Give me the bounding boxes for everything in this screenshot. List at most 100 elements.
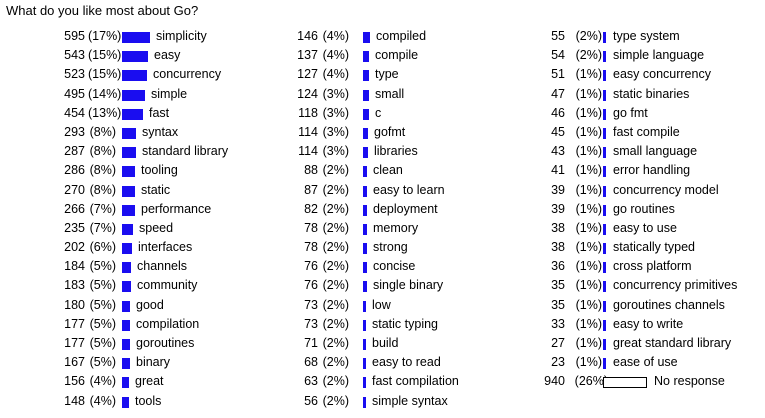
bar-row: 56 (2%) simple syntax <box>255 392 530 411</box>
bar <box>122 70 147 82</box>
bar-row: 495 (14%) simple <box>0 85 255 104</box>
bar-label: c <box>375 105 382 120</box>
bar-row: 76 (2%) single binary <box>255 276 530 295</box>
count-label: 543 <box>64 48 85 63</box>
bar-label: compilation <box>136 316 200 331</box>
bar-label: concurrency <box>153 67 222 82</box>
bar-row: 38 (1%) statically typed <box>505 238 765 257</box>
count-label: 114 <box>298 124 318 139</box>
count-label: 183 <box>64 278 85 293</box>
percent-label: (5%) <box>89 278 116 293</box>
count-label: 940 <box>544 374 565 389</box>
bar-row: 73 (2%) low <box>255 296 530 315</box>
count-label: 38 <box>551 240 565 255</box>
percent-label: (4%) <box>89 393 116 408</box>
percent-label: (15%) <box>88 67 122 82</box>
percent-label: (5%) <box>89 336 116 350</box>
bar <box>603 89 606 101</box>
bar <box>122 339 130 350</box>
count-label: 38 <box>551 220 565 235</box>
bar-label: fast compilation <box>372 374 459 389</box>
bar <box>603 358 606 370</box>
percent-label: (2%) <box>322 374 349 389</box>
bar-row: 595 (17%) simplicity <box>0 27 255 46</box>
count-label: 73 <box>304 316 318 331</box>
percent-label: (7%) <box>89 201 116 216</box>
count-label: 54 <box>551 48 565 63</box>
bar <box>122 147 136 159</box>
bar-row: 286 (8%) tooling <box>0 161 255 180</box>
bar <box>122 319 130 331</box>
bar-label: ease of use <box>613 355 678 370</box>
bar-label: interfaces <box>138 240 193 255</box>
bar <box>603 108 606 120</box>
bar-row: 47 (1%) static binaries <box>505 85 765 104</box>
percent-label: (4%) <box>322 48 349 63</box>
chart-title: What do you like most about Go? <box>6 3 199 18</box>
bar-row: 27 (1%) great standard library <box>505 334 765 353</box>
percent-label: (2%) <box>575 48 602 63</box>
percent-label: (4%) <box>322 29 349 43</box>
bar-label: goroutines <box>136 336 195 350</box>
bar-row: 454 (13%) fast <box>0 104 255 123</box>
percent-label: (2%) <box>322 355 349 370</box>
bar <box>603 51 606 63</box>
percent-label: (1%) <box>575 278 602 293</box>
bar-label: easy to write <box>613 316 684 331</box>
bar <box>603 185 606 197</box>
count-label: 87 <box>304 182 318 197</box>
bar-row: 35 (1%) goroutines channels <box>505 296 765 315</box>
percent-label: (5%) <box>89 355 116 370</box>
percent-label: (8%) <box>89 124 116 139</box>
bar-row: 177 (5%) goroutines <box>0 334 255 353</box>
percent-label: (1%) <box>575 86 602 101</box>
bar-label: easy to use <box>613 220 677 235</box>
bar <box>363 319 366 331</box>
bar <box>122 51 148 63</box>
count-label: 167 <box>64 355 85 370</box>
count-label: 39 <box>551 182 565 197</box>
bar-row: 63 (2%) fast compilation <box>255 372 530 391</box>
count-label: 45 <box>551 124 565 139</box>
bar <box>603 300 606 312</box>
bar <box>603 204 606 216</box>
count-label: 35 <box>551 278 565 293</box>
bar-row: 177 (5%) compilation <box>0 315 255 334</box>
percent-label: (1%) <box>575 355 602 370</box>
bar <box>363 147 368 159</box>
bar-row: 36 (1%) cross platform <box>505 257 765 276</box>
bar-row: 127 (4%) type <box>255 65 530 84</box>
bar-row: 146 (4%) compiled <box>255 27 530 46</box>
percent-label: (1%) <box>575 67 602 82</box>
bar <box>363 339 366 350</box>
bar-row: 543 (15%) easy <box>0 46 255 65</box>
bar <box>603 32 606 43</box>
bar-row: 270 (8%) static <box>0 181 255 200</box>
percent-label: (14%) <box>88 86 122 101</box>
bar <box>122 166 135 178</box>
bar-label: easy to learn <box>373 182 445 197</box>
bar-label: concurrency primitives <box>613 278 738 293</box>
bar-label: simple syntax <box>372 393 448 408</box>
bar-label: clean <box>373 163 403 178</box>
count-label: 180 <box>64 297 85 312</box>
bar-row: 46 (1%) go fmt <box>505 104 765 123</box>
bar-row: 287 (8%) standard library <box>0 142 255 161</box>
bar-label: small <box>375 86 405 101</box>
percent-label: (1%) <box>575 163 602 178</box>
bar-row: 39 (1%) go routines <box>505 200 765 219</box>
count-label: 287 <box>64 144 85 159</box>
bar-label: tooling <box>141 163 178 178</box>
bar <box>122 396 129 408</box>
percent-label: (15%) <box>88 48 122 63</box>
percent-label: (2%) <box>322 220 349 235</box>
bar-row: 76 (2%) concise <box>255 257 530 276</box>
bar-row: 71 (2%) build <box>255 334 530 353</box>
bar-row: 33 (1%) easy to write <box>505 315 765 334</box>
bar-row: 68 (2%) easy to read <box>255 353 530 372</box>
percent-label: (2%) <box>322 316 349 331</box>
bar-label: deployment <box>373 201 438 216</box>
percent-label: (2%) <box>322 240 349 255</box>
percent-label: (2%) <box>322 393 349 408</box>
bar-label: concurrency model <box>613 182 719 197</box>
